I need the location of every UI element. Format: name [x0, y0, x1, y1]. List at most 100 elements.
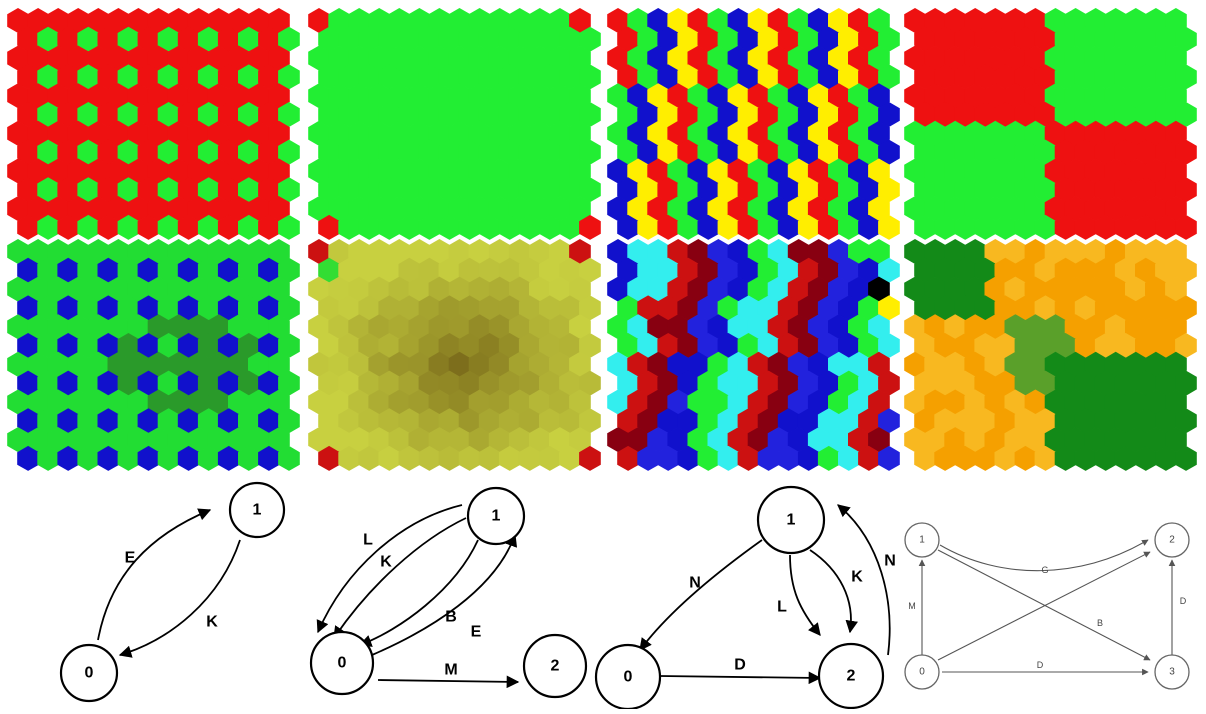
- hex-cell: [1155, 370, 1177, 396]
- hex-cell: [914, 102, 936, 127]
- hex-cell: [137, 64, 160, 90]
- hex-cell: [408, 8, 431, 33]
- hex-cell: [348, 45, 370, 71]
- hex-cell: [954, 445, 976, 471]
- hex-cell: [488, 314, 511, 340]
- hex-cell: [777, 333, 800, 358]
- hex-cell: [787, 158, 810, 184]
- hex-cell: [147, 239, 170, 264]
- hex-cell: [994, 214, 1017, 240]
- hex-cell: [398, 26, 421, 52]
- hex-cell: [1104, 158, 1127, 184]
- hex-cell: [408, 120, 431, 146]
- hex-cell: [697, 102, 720, 127]
- hex-cell: [727, 351, 750, 377]
- hex-cell: [1064, 314, 1087, 340]
- hex-cell: [579, 408, 601, 434]
- graph-4: G B D M D 1 2 0 3: [904, 522, 1190, 690]
- hex-cell: [549, 276, 571, 302]
- hex-cell: [1084, 276, 1107, 302]
- hex-cell: [838, 445, 860, 471]
- hex-cell: [858, 408, 880, 434]
- hex-cell: [777, 370, 800, 396]
- hex-cell: [77, 26, 100, 52]
- hex-cell: [378, 295, 401, 321]
- hex-cell: [17, 333, 39, 358]
- hex-cell: [448, 45, 471, 71]
- hex-cell: [787, 389, 810, 415]
- hex-cell: [1114, 26, 1137, 52]
- hex-cell: [478, 257, 501, 283]
- hex-cell: [468, 8, 491, 33]
- hex-cell: [408, 314, 431, 340]
- hex-cell: [368, 8, 391, 33]
- hex-cell: [1135, 139, 1157, 165]
- hex-cell: [697, 26, 720, 52]
- hex-cell: [137, 257, 160, 283]
- hex-cell: [607, 158, 629, 184]
- hex-cell: [607, 389, 629, 415]
- hex-cell: [707, 276, 730, 302]
- edge-label-L: L: [363, 532, 373, 549]
- hex-cell: [258, 295, 280, 321]
- hex-cell: [27, 158, 49, 184]
- hex-cell: [448, 427, 471, 453]
- hex-cell: [348, 276, 370, 302]
- hex-cell: [964, 45, 987, 71]
- hex-cell: [238, 64, 260, 90]
- hex-cell: [868, 196, 890, 222]
- hex-cell: [687, 196, 710, 222]
- hex-cell: [657, 370, 679, 396]
- hex-cell: [727, 239, 750, 264]
- hex-cell: [67, 120, 90, 146]
- hex-cell: [727, 158, 750, 184]
- hex-cell: [677, 333, 700, 358]
- hex-cell: [508, 120, 531, 146]
- hex-cell: [518, 64, 541, 90]
- hex-cell: [529, 8, 551, 33]
- hex-cell: [1034, 102, 1057, 127]
- hex-cell: [697, 408, 720, 434]
- hex-cell: [1024, 83, 1047, 109]
- hex-cell: [1084, 158, 1107, 184]
- hex-cell: [717, 445, 740, 471]
- node-2: 2: [817, 642, 885, 710]
- hex-cell: [398, 102, 421, 127]
- hex-cell: [278, 257, 300, 283]
- hex-cell: [458, 408, 481, 434]
- hex-cell: [197, 139, 220, 165]
- hex-cell: [954, 333, 976, 358]
- hex-cell: [817, 26, 840, 52]
- hex-cell: [934, 257, 956, 283]
- hex-cell: [828, 120, 850, 146]
- hex-cell: [368, 389, 391, 415]
- hex-cell: [878, 26, 900, 52]
- hex-cell: [428, 158, 451, 184]
- hex-cell: [1104, 120, 1127, 146]
- hex-cell: [438, 214, 461, 240]
- hex-cell: [378, 26, 401, 52]
- hex-cell: [27, 45, 49, 71]
- hex-cell: [1074, 445, 1097, 471]
- hex-cell: [127, 389, 150, 415]
- hex-cell: [127, 83, 150, 109]
- hex-cell: [7, 158, 29, 184]
- hex-cell: [157, 295, 180, 321]
- hex-cell: [438, 370, 461, 396]
- hex-cell: [657, 333, 679, 358]
- hex-cell: [757, 214, 780, 240]
- hex-cell: [67, 83, 90, 109]
- hex-map-8: [904, 239, 1197, 471]
- hex-cell: [677, 26, 700, 52]
- hex-cell: [1114, 257, 1137, 283]
- hex-cell: [569, 351, 591, 377]
- hex-cell: [488, 8, 511, 33]
- hex-cell: [358, 257, 380, 283]
- hex-cell: [448, 196, 471, 222]
- node-1-label: 1: [492, 508, 501, 525]
- hex-cell: [797, 214, 820, 240]
- hex-cell: [687, 351, 710, 377]
- hex-cell: [924, 239, 946, 264]
- hex-cell: [1004, 158, 1027, 184]
- hex-cell: [627, 351, 649, 377]
